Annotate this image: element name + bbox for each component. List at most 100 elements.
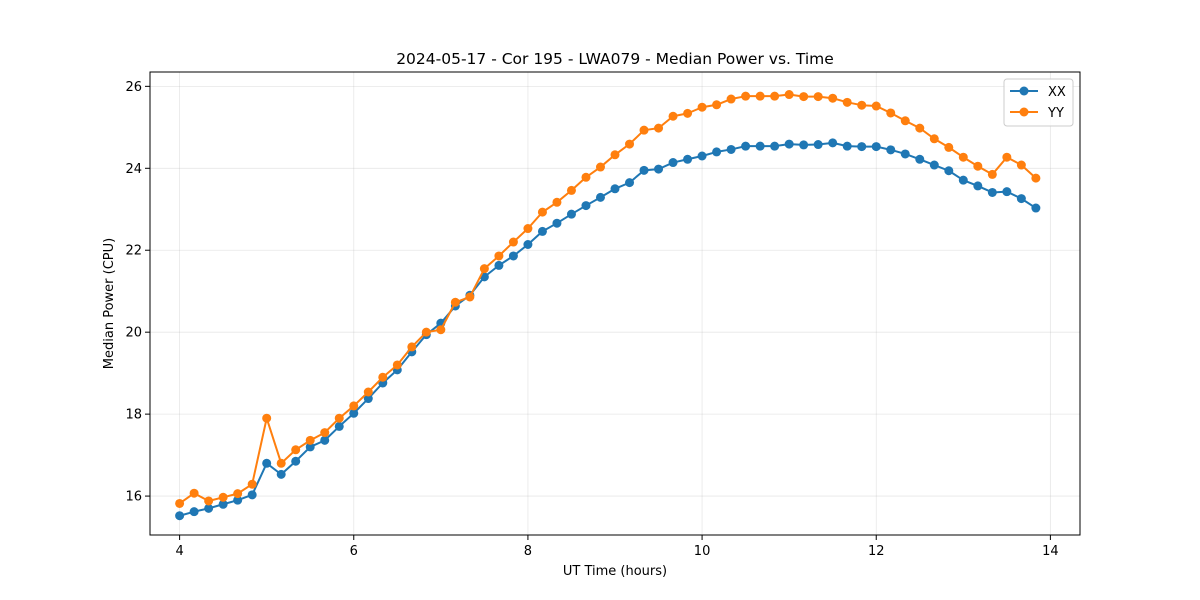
- data-point-yy: [944, 142, 954, 152]
- data-point-yy: [378, 372, 388, 382]
- data-point-yy: [465, 292, 475, 302]
- chart-title: 2024-05-17 - Cor 195 - LWA079 - Median P…: [396, 50, 834, 68]
- data-point-yy: [262, 413, 272, 423]
- data-point-yy: [233, 489, 243, 499]
- data-point-yy: [842, 97, 852, 107]
- data-point-xx: [987, 187, 997, 197]
- data-point-xx: [915, 154, 925, 164]
- x-tick-label: 8: [524, 544, 532, 559]
- data-point-xx: [537, 226, 547, 236]
- data-point-yy: [755, 91, 765, 101]
- x-tick-label: 4: [175, 544, 183, 559]
- data-point-xx: [625, 178, 635, 188]
- plot-frame: [149, 71, 1081, 536]
- data-point-xx: [595, 192, 605, 202]
- data-point-xx: [726, 144, 736, 154]
- data-point-xx: [233, 495, 243, 505]
- data-point-xx: [784, 139, 794, 149]
- data-point-yy: [886, 108, 896, 118]
- data-point-xx: [189, 507, 199, 517]
- y-tick-label: 26: [125, 80, 142, 95]
- data-point-yy: [320, 428, 330, 438]
- data-point-xx: [886, 145, 896, 155]
- data-point-yy: [683, 108, 693, 118]
- data-point-xx: [857, 142, 867, 152]
- data-point-yy: [276, 458, 286, 468]
- data-point-yy: [363, 387, 373, 397]
- data-point-yy: [625, 139, 635, 149]
- data-point-xx: [320, 435, 330, 445]
- data-point-xx: [566, 209, 576, 219]
- data-point-xx: [697, 151, 707, 161]
- data-point-yy: [421, 327, 431, 337]
- data-point-xx: [842, 141, 852, 151]
- y-tick-label: 22: [125, 244, 142, 259]
- y-axis-label: Median Power (CPU): [102, 238, 117, 369]
- x-tick-label: 6: [350, 544, 358, 559]
- data-point-yy: [987, 169, 997, 179]
- legend-label-xx: XX: [1048, 85, 1066, 100]
- data-point-xx: [973, 181, 983, 191]
- data-point-yy: [436, 325, 446, 335]
- data-point-yy: [697, 102, 707, 112]
- data-point-xx: [944, 166, 954, 176]
- y-tick-label: 16: [125, 490, 142, 505]
- data-point-xx: [494, 260, 504, 270]
- data-point-yy: [305, 435, 315, 445]
- legend-marker-xx: [1019, 86, 1029, 96]
- x-tick-label: 12: [868, 544, 885, 559]
- legend-marker-yy: [1019, 107, 1029, 117]
- data-point-yy: [668, 111, 678, 121]
- data-point-xx: [958, 175, 968, 185]
- data-point-yy: [784, 90, 794, 100]
- data-point-yy: [712, 100, 722, 110]
- data-point-xx: [247, 490, 257, 500]
- x-tick-label: 14: [1042, 544, 1059, 559]
- data-point-yy: [552, 197, 562, 207]
- plot-series: [175, 90, 1041, 521]
- data-point-xx: [363, 394, 373, 404]
- data-point-xx: [175, 511, 185, 521]
- data-point-yy: [813, 92, 823, 102]
- data-point-yy: [871, 101, 881, 111]
- data-point-xx: [1031, 203, 1041, 213]
- data-point-yy: [900, 116, 910, 126]
- data-point-xx: [610, 184, 620, 194]
- data-point-yy: [770, 91, 780, 101]
- data-point-xx: [218, 499, 228, 509]
- data-point-xx: [552, 218, 562, 228]
- data-point-yy: [407, 342, 417, 352]
- data-point-yy: [581, 172, 591, 182]
- data-point-xx: [276, 469, 286, 479]
- y-tick-label: 24: [125, 162, 142, 177]
- data-point-xx: [1002, 187, 1012, 197]
- data-point-yy: [610, 150, 620, 160]
- data-point-yy: [1002, 152, 1012, 162]
- y-tick-label: 20: [125, 326, 142, 341]
- data-point-xx: [712, 147, 722, 157]
- data-point-xx: [813, 140, 823, 150]
- data-point-yy: [595, 162, 605, 172]
- data-point-xx: [305, 442, 315, 452]
- data-point-yy: [479, 264, 489, 274]
- data-point-yy: [218, 492, 228, 502]
- data-point-xx: [639, 165, 649, 175]
- data-point-yy: [537, 207, 547, 217]
- data-point-yy: [639, 125, 649, 135]
- data-point-xx: [523, 240, 533, 249]
- data-point-yy: [958, 152, 968, 162]
- data-point-yy: [1031, 173, 1041, 183]
- legend-label-yy: YY: [1047, 106, 1064, 121]
- data-point-xx: [741, 141, 751, 151]
- data-point-xx: [755, 141, 765, 151]
- data-point-xx: [291, 456, 301, 466]
- data-point-xx: [508, 251, 518, 261]
- data-point-xx: [654, 164, 664, 174]
- data-point-xx: [581, 201, 591, 211]
- data-point-xx: [262, 458, 272, 468]
- data-point-yy: [828, 93, 838, 103]
- data-point-xx: [334, 421, 344, 431]
- data-point-xx: [668, 158, 678, 168]
- data-point-yy: [799, 92, 809, 102]
- data-point-xx: [770, 141, 780, 151]
